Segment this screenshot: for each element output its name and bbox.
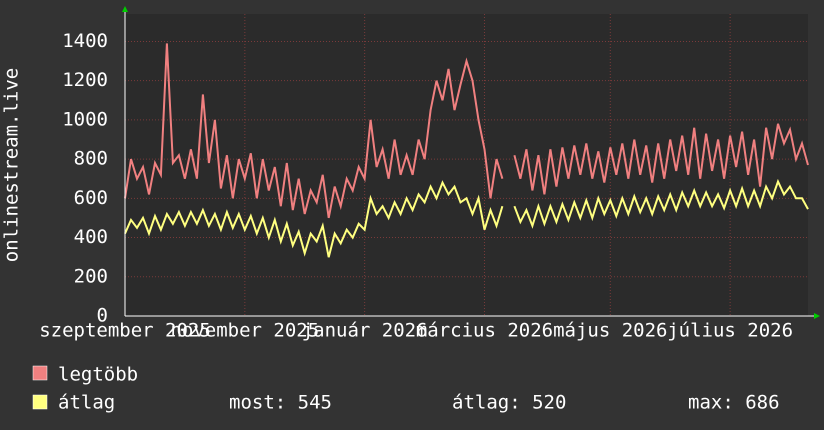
y-tick-label: 600 — [74, 187, 108, 209]
y-tick-label: 800 — [74, 148, 108, 170]
legend-swatch — [32, 365, 48, 381]
x-tick-label: november 2025 — [170, 320, 319, 342]
marks — [124, 43, 809, 258]
stat: max: 686 — [688, 392, 780, 414]
legend-swatch — [32, 394, 48, 410]
y-tick-label: 0 — [97, 305, 108, 327]
legend-label: átlag — [58, 392, 115, 414]
legend-label: legtöbb — [58, 364, 138, 386]
x-tick-label: március 2026 — [416, 320, 553, 342]
y-tick-label: 400 — [74, 226, 108, 248]
axis-arrow — [122, 6, 128, 12]
stat: átlag: 520 — [452, 392, 566, 414]
x-tick-label: január 2026 — [302, 320, 428, 342]
axis-arrow — [814, 313, 820, 319]
y-tick-label: 1400 — [62, 30, 108, 52]
y-axis-label: onlinestream.live — [1, 68, 23, 262]
y-tick-label: 1000 — [62, 108, 108, 130]
y-tick-label: 1200 — [62, 69, 108, 91]
x-tick-label: július 2026 — [667, 320, 793, 342]
y-tick-label: 200 — [74, 265, 108, 287]
stat: most: 545 — [229, 392, 332, 414]
series-line — [124, 178, 809, 258]
series-line — [124, 43, 809, 219]
x-tick-label: május 2026 — [553, 320, 667, 342]
x-tick-label: szeptember 2025 — [39, 320, 211, 342]
